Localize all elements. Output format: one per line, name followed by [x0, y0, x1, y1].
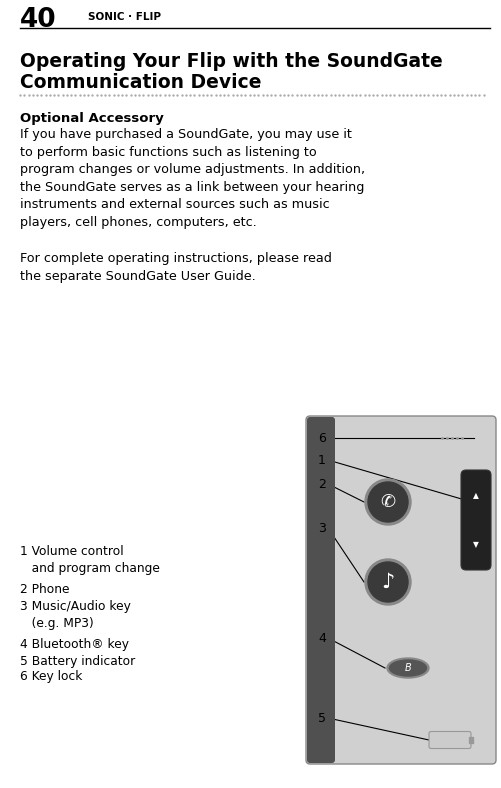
Text: 5: 5	[317, 712, 325, 724]
Circle shape	[364, 479, 410, 525]
Text: 2: 2	[317, 478, 325, 490]
Text: ▲: ▲	[472, 491, 478, 500]
FancyBboxPatch shape	[306, 416, 495, 764]
FancyBboxPatch shape	[307, 417, 334, 763]
Bar	[320, 420, 331, 760]
FancyBboxPatch shape	[428, 731, 470, 749]
Text: 1 Volume control
   and program change: 1 Volume control and program change	[20, 545, 159, 575]
Text: ▼: ▼	[472, 540, 478, 549]
Text: 5 Battery indicator: 5 Battery indicator	[20, 655, 135, 668]
Text: 1: 1	[317, 454, 325, 466]
Text: 4: 4	[317, 631, 325, 645]
Text: ✆: ✆	[380, 493, 395, 511]
Text: If you have purchased a SoundGate, you may use it
to perform basic functions suc: If you have purchased a SoundGate, you m…	[20, 128, 364, 229]
Text: ♪: ♪	[381, 572, 394, 592]
Text: B: B	[404, 663, 410, 673]
Text: 3: 3	[317, 522, 325, 534]
Text: 2 Phone: 2 Phone	[20, 583, 69, 596]
Text: 3 Music/Audio key
   (e.g. MP3): 3 Music/Audio key (e.g. MP3)	[20, 600, 131, 630]
Ellipse shape	[386, 658, 428, 678]
Text: Operating Your Flip with the SoundGate: Operating Your Flip with the SoundGate	[20, 52, 442, 71]
Text: 6 Key lock: 6 Key lock	[20, 670, 82, 683]
Text: SONIC · FLIP: SONIC · FLIP	[88, 12, 161, 22]
Text: Optional Accessory: Optional Accessory	[20, 112, 163, 125]
Text: 4 Bluetooth® key: 4 Bluetooth® key	[20, 638, 129, 651]
Text: For complete operating instructions, please read
the separate SoundGate User Gui: For complete operating instructions, ple…	[20, 252, 331, 283]
Circle shape	[364, 559, 410, 605]
FancyBboxPatch shape	[460, 470, 490, 570]
Ellipse shape	[389, 660, 426, 676]
Text: Communication Device: Communication Device	[20, 73, 261, 92]
Bar	[468, 737, 472, 743]
Circle shape	[367, 562, 407, 602]
Text: 6: 6	[317, 432, 325, 444]
Circle shape	[367, 482, 407, 522]
Text: 40: 40	[20, 7, 57, 33]
